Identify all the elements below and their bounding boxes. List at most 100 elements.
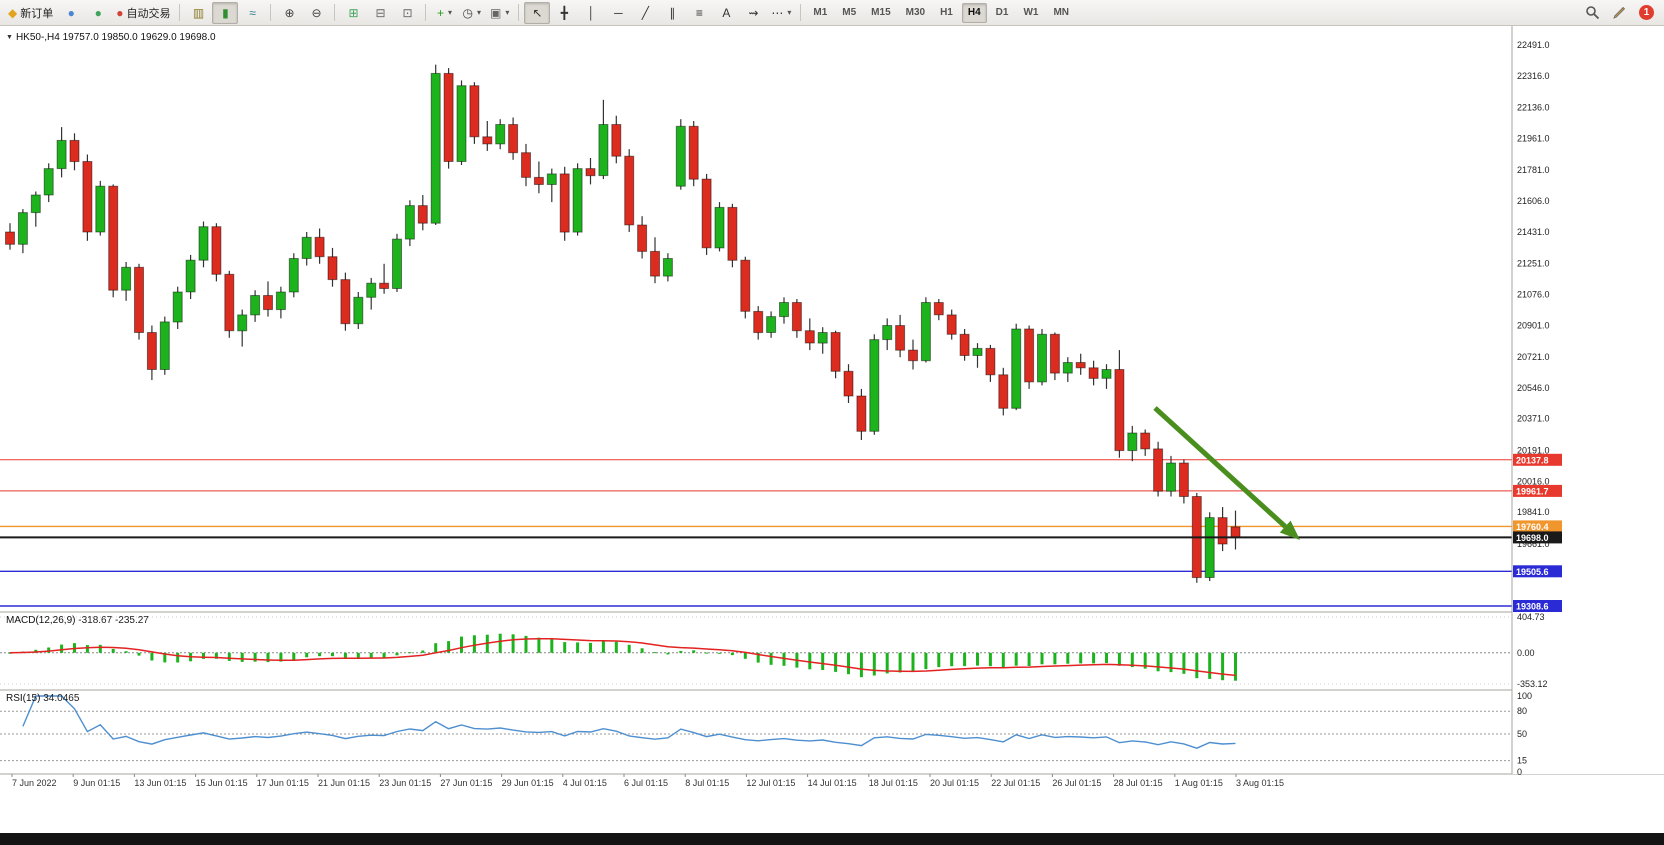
chart-window-button[interactable]: ● <box>58 2 84 24</box>
candlestick <box>985 344 996 382</box>
candlestick <box>353 292 364 329</box>
rsi-axis-label: 80 <box>1517 706 1527 716</box>
new-order-icon: ◆ <box>8 5 18 20</box>
autotrade-icon: ● <box>116 5 124 20</box>
line-chart-button[interactable]: ≈ <box>239 2 265 24</box>
timeframe-d1[interactable]: D1 <box>995 7 1009 18</box>
indicators-button[interactable]: + ▾ <box>431 2 457 24</box>
candlestick <box>521 143 531 187</box>
time-axis-label: 12 Jul 01:15 <box>746 778 795 788</box>
macd-histogram <box>8 633 1237 681</box>
bar-chart-button[interactable]: ▥ <box>185 2 211 24</box>
collapse-chart-icon[interactable]: ▼ <box>6 33 13 41</box>
time-axis-label: 15 Jun 01:15 <box>196 778 248 788</box>
price-axis-label: 19841.0 <box>1517 507 1550 517</box>
time-axis[interactable] <box>0 775 1664 797</box>
arrows-icon: ⇝ <box>748 5 759 20</box>
timeframe-m30[interactable]: M30 <box>905 7 926 18</box>
text-button[interactable]: A <box>713 2 739 24</box>
rsi-axis-label: 15 <box>1517 756 1527 766</box>
shapes-button[interactable]: ⋯ ▾ <box>767 2 795 24</box>
trendline-button[interactable]: ╱ <box>632 2 658 24</box>
zoom-in-button[interactable]: ⊕ <box>276 2 302 24</box>
search-icon[interactable] <box>1585 5 1600 20</box>
chart-area[interactable]: 22491.0 22316.0 22136.0 21961.0 21781.0 21606… <box>0 26 1664 833</box>
candlestick <box>392 233 402 292</box>
timeframe-h1[interactable]: H1 <box>940 7 953 18</box>
candlestick <box>546 168 557 203</box>
fibonacci-button[interactable]: ≡ <box>686 2 712 24</box>
candlestick <box>1101 364 1112 389</box>
price-axis-label: 20721.0 <box>1517 352 1550 362</box>
rsi-axis-label: 100 <box>1517 691 1532 701</box>
candlestick <box>314 228 325 264</box>
dropdown-caret-icon: ▾ <box>787 8 792 17</box>
vertical-line-button[interactable]: │ <box>578 2 604 24</box>
ohlc-values: 19757.0 19850.0 19629.0 19698.0 <box>62 32 216 43</box>
chart-canvas[interactable]: 22491.0 22316.0 22136.0 21961.0 21781.0 21606… <box>0 26 1664 838</box>
periods-button[interactable]: ◷ ▾ <box>458 2 485 24</box>
price-axis-label: 21251.0 <box>1517 259 1550 269</box>
tile-windows-button[interactable]: ⊞ <box>340 2 366 24</box>
timeframe-m15[interactable]: M15 <box>871 7 891 18</box>
macd-axis-label: 0.00 <box>1517 648 1535 658</box>
candlestick <box>998 367 1009 416</box>
price-axis-label: 20016.0 <box>1517 476 1550 486</box>
toolbar-separator <box>425 4 427 21</box>
candlestick <box>946 309 957 340</box>
taskbar-strip <box>0 833 1664 845</box>
timeframe-h4[interactable]: H4 <box>961 2 987 23</box>
downtrend-arrow[interactable] <box>1153 406 1300 540</box>
svg-text:20137.8: 20137.8 <box>1516 455 1549 465</box>
zoom-out-button[interactable]: ⊖ <box>303 2 329 24</box>
candlestick <box>662 253 673 282</box>
price-axis-label: 19661.0 <box>1517 539 1550 549</box>
channel-button[interactable]: ∥ <box>659 2 685 24</box>
profile-button[interactable]: ● <box>85 2 111 24</box>
arrows-button[interactable]: ⇝ <box>740 2 766 24</box>
toolbar-button-groups: ◆ 新订单 ● ● ● 自动交易 ▥ ▮ ≈ ⊕ ⊖ ⊞ ⊟ ⊡ + ▾ ◷ ▾ ▣ ▾ ↖ ╋ │ ─ ╱ ∥ ≡ A ⇝ ⋯ ▾ M1 M5… <box>4 1 1076 24</box>
crosshair-button[interactable]: ╋ <box>551 2 577 24</box>
notification-badge[interactable]: 1 <box>1639 5 1654 20</box>
candlestick-chart-button[interactable]: ▮ <box>212 1 239 24</box>
candlestick <box>43 163 54 203</box>
candlestick <box>1178 459 1189 504</box>
candlestick <box>301 232 312 266</box>
horizontal-line-button[interactable]: ─ <box>605 2 631 24</box>
svg-text:19760.4: 19760.4 <box>1516 522 1549 532</box>
macd-axis-label: 404.73 <box>1517 612 1545 622</box>
autotrade-button[interactable]: ● 自动交易 <box>112 2 174 24</box>
candlestick <box>675 119 686 190</box>
time-axis-label: 21 Jun 01:15 <box>318 778 370 788</box>
arrange-windows-icon: ⊡ <box>402 5 413 20</box>
timeframe-m1[interactable]: M1 <box>813 7 828 18</box>
candlestick <box>443 68 454 169</box>
timeframe-mn[interactable]: MN <box>1053 7 1070 18</box>
cursor-button[interactable]: ↖ <box>524 1 551 24</box>
arrange-windows-button[interactable]: ⊡ <box>394 2 420 24</box>
candlestick <box>159 316 170 375</box>
candlestick <box>1049 332 1060 381</box>
price-axis[interactable] <box>1512 26 1664 774</box>
line-chart-icon: ≈ <box>249 5 256 20</box>
cascade-windows-button[interactable]: ⊟ <box>367 2 393 24</box>
vertical-line-icon: │ <box>587 5 596 20</box>
candlestick <box>30 191 41 227</box>
candlestick <box>959 329 970 361</box>
new-order-button[interactable]: ◆ 新订单 <box>4 2 57 24</box>
candlestick <box>1075 353 1086 375</box>
candlestick <box>456 80 467 165</box>
candlestick <box>495 119 506 150</box>
candlestick-chart-icon: ▮ <box>222 5 229 20</box>
pencil-icon[interactable] <box>1612 5 1627 20</box>
timeframe-m5[interactable]: M5 <box>842 7 857 18</box>
cascade-windows-icon: ⊟ <box>375 5 386 20</box>
macd-signal-line <box>9 638 1236 677</box>
candlestick <box>1153 441 1164 497</box>
candlestick <box>895 314 906 358</box>
candlestick <box>572 163 583 236</box>
autotrade-button-label: 自动交易 <box>126 7 171 20</box>
templates-button[interactable]: ▣ ▾ <box>486 2 513 24</box>
candlestick <box>804 318 815 351</box>
timeframe-w1[interactable]: W1 <box>1023 7 1039 18</box>
